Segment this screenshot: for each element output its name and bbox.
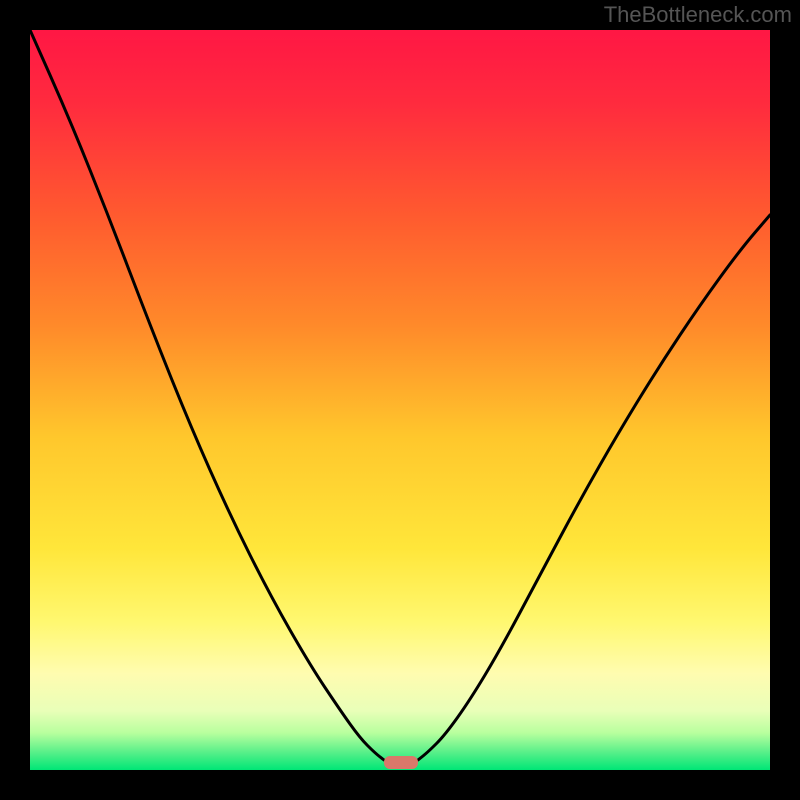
bottleneck-chart	[0, 0, 800, 800]
valley-marker	[384, 756, 418, 769]
watermark-text: TheBottleneck.com	[604, 2, 792, 28]
plot-gradient-area	[30, 30, 770, 770]
chart-container: TheBottleneck.com	[0, 0, 800, 800]
